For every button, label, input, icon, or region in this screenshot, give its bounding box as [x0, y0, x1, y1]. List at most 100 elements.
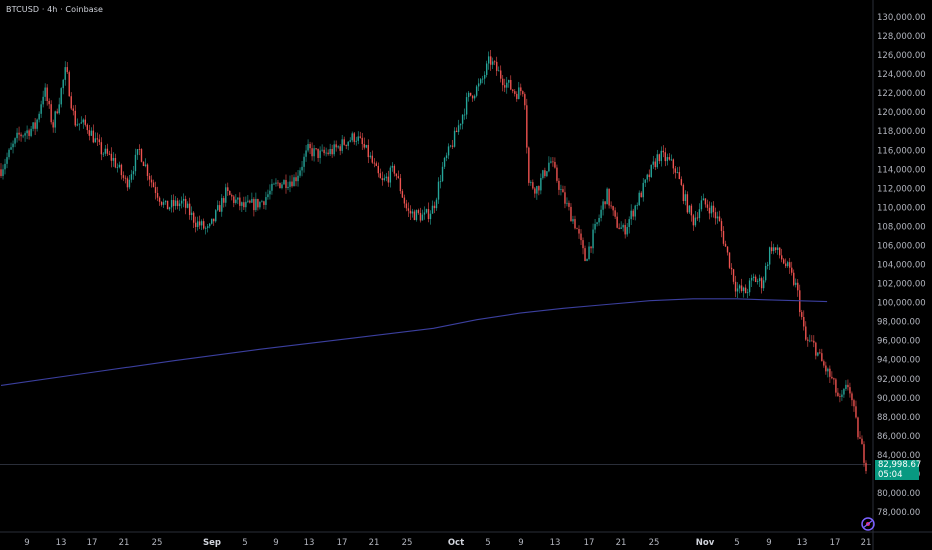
candle-body — [182, 198, 185, 201]
candle-body — [582, 240, 584, 249]
candle-body — [295, 177, 297, 182]
candle-body — [327, 152, 329, 154]
candle-body — [678, 172, 681, 180]
y-tick-label: 98,000.00 — [877, 318, 920, 328]
candle-body — [146, 164, 149, 176]
tradingview-logo-icon[interactable] — [860, 516, 876, 532]
candle-body — [213, 218, 215, 222]
candle-body — [642, 182, 644, 198]
candle-body — [120, 164, 123, 176]
candle-body — [805, 326, 807, 340]
y-tick-label: 130,000.00 — [877, 13, 926, 23]
candle-body — [237, 197, 239, 200]
candle-body — [694, 217, 697, 226]
candle-body — [18, 132, 20, 135]
current-price-tag: 82,998.67 05:04 — [875, 460, 921, 480]
candle-body — [457, 125, 460, 133]
candle-body — [807, 339, 809, 341]
candle-body — [371, 155, 373, 163]
x-tick-label: 25 — [649, 538, 660, 548]
candle-body — [128, 179, 131, 188]
candle-body — [716, 216, 719, 219]
candle-body — [522, 91, 524, 95]
candle-body — [674, 168, 677, 173]
candle-body — [447, 146, 450, 156]
candle-body — [672, 159, 675, 169]
candle-body — [833, 378, 835, 380]
y-tick-label: 108,000.00 — [877, 222, 926, 232]
candle-body — [656, 154, 658, 168]
y-tick-label: 116,000.00 — [877, 146, 926, 156]
candle-body — [534, 188, 536, 194]
candle-body — [710, 205, 713, 214]
candle-body — [188, 203, 191, 216]
candle-body — [718, 216, 721, 222]
candle-body — [632, 210, 634, 217]
candle-body — [756, 281, 759, 282]
candle-body — [562, 189, 564, 193]
candle-body — [835, 379, 837, 393]
candle-body — [144, 164, 147, 167]
candle-body — [339, 146, 341, 151]
y-tick-label: 96,000.00 — [877, 337, 920, 347]
candle-body — [813, 340, 815, 343]
candle-body — [235, 199, 237, 203]
candle-body — [174, 200, 177, 206]
y-tick-label: 92,000.00 — [877, 375, 920, 385]
candle-body — [704, 198, 707, 205]
candle-body — [281, 184, 283, 189]
candle-body — [255, 198, 257, 211]
candle-body — [381, 178, 384, 181]
y-tick-label: 88,000.00 — [877, 413, 920, 423]
candle-body — [636, 205, 638, 206]
candle-body — [158, 197, 161, 202]
candle-body — [783, 259, 785, 264]
candle-body — [196, 221, 199, 227]
candle-body — [184, 198, 187, 208]
candle-body — [96, 138, 99, 140]
candle-body — [801, 312, 803, 317]
candle-body — [6, 157, 8, 164]
candle-body — [233, 196, 235, 203]
candle-body — [335, 144, 337, 148]
candle-body — [355, 140, 357, 142]
candle-body — [241, 202, 243, 206]
candle-body — [211, 218, 213, 224]
candle-body — [793, 272, 795, 285]
candle-body — [277, 182, 279, 184]
candle-body — [690, 205, 693, 216]
candle-body — [313, 148, 315, 157]
candle-body — [154, 187, 157, 193]
candle-body — [108, 153, 111, 155]
candle-body — [315, 148, 317, 150]
candle-body — [720, 221, 723, 232]
candle-body — [738, 285, 741, 289]
y-tick-label: 104,000.00 — [877, 261, 926, 271]
candle-body — [664, 152, 667, 162]
candle-body — [321, 149, 323, 151]
candle-body — [815, 342, 817, 356]
candle-body — [317, 148, 319, 159]
candle-body — [134, 154, 137, 172]
candle-body — [658, 154, 660, 162]
candle-body — [172, 200, 175, 206]
candle-body — [471, 95, 474, 99]
candle-body — [102, 153, 105, 155]
candle-body — [42, 96, 44, 105]
candle-body — [423, 212, 426, 215]
candle-body — [568, 202, 570, 207]
candle-body — [391, 165, 394, 168]
candle-body — [116, 167, 119, 168]
candle-body — [152, 182, 155, 188]
candle-body — [38, 113, 40, 120]
candle-body — [209, 223, 211, 227]
candle-body — [594, 223, 596, 230]
candle-body — [194, 222, 197, 227]
candle-body — [572, 219, 574, 222]
candle-body — [36, 119, 38, 129]
candle-body — [427, 209, 430, 220]
candle-body — [598, 217, 600, 223]
candle-body — [231, 195, 233, 197]
candle-body — [361, 137, 363, 145]
